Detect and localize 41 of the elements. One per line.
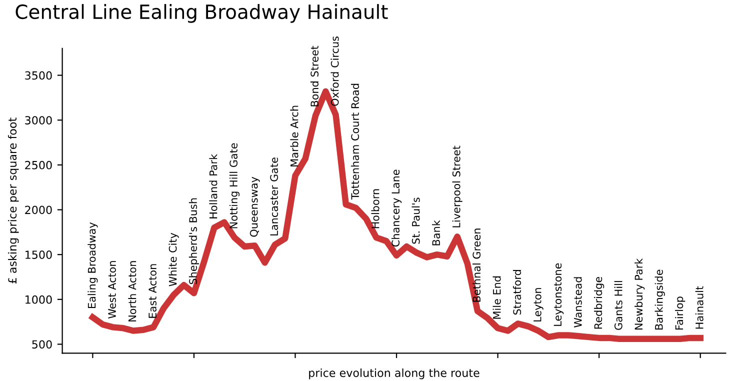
annotation: Wanstead [574, 277, 582, 328]
annotation: Mile End [492, 276, 501, 319]
annotation: Holborn [371, 189, 380, 228]
y-tick-label: 500 [32, 340, 52, 349]
annotation: Oxford Circus [330, 36, 339, 106]
annotation: Hainault [695, 286, 704, 329]
annotation: Holland Park [209, 154, 218, 218]
annotation: West Acton [108, 261, 116, 319]
annotation: Queensway [250, 176, 260, 237]
annotation: Newbury Park [634, 258, 645, 330]
annotation: Fairlop [675, 296, 686, 330]
x-axis-title: price evolution along the route [309, 368, 480, 380]
annotation: Leytonstone [554, 263, 564, 326]
annotation: Stratford [513, 270, 522, 315]
y-tick-label: 1000 [26, 295, 52, 304]
annotation: Chancery Lane [391, 170, 402, 247]
annotation: Gants Hill [614, 281, 622, 330]
y-tick-label: 3000 [25, 116, 52, 124]
y-tick-label: 1500 [26, 250, 52, 259]
annotation: Bethnal Green [472, 228, 481, 302]
annotation: Liverpool Street [452, 146, 462, 228]
annotation: Bond Street [310, 46, 319, 106]
annotation: St. Paul's [412, 198, 420, 244]
y-axis-title: £ asking price per square foot [8, 118, 19, 284]
y-tick-label: 2500 [25, 160, 52, 170]
y-tick-label: 2000 [25, 206, 52, 214]
annotation: Notting Hill Gate [229, 143, 240, 228]
annotation: Tottenham Court Road [350, 84, 360, 200]
annotation: North Acton [128, 261, 136, 322]
annotation: Barkingside [654, 270, 665, 330]
y-tick-label: 3500 [25, 71, 52, 80]
annotation: Shepherd's Bush [188, 198, 200, 284]
annotation: East Acton [148, 264, 156, 318]
annotation: Redbridge [594, 276, 604, 329]
annotation: White City [168, 232, 179, 286]
annotation: Bank [432, 220, 440, 246]
chart-title: Central Line Ealing Broadway Hainault [16, 4, 388, 23]
annotation: Marble Arch [290, 106, 298, 166]
annotation: Ealing Broadway [88, 222, 98, 308]
annotation: Leyton [534, 288, 544, 322]
annotation: Lancaster Gate [270, 158, 278, 236]
